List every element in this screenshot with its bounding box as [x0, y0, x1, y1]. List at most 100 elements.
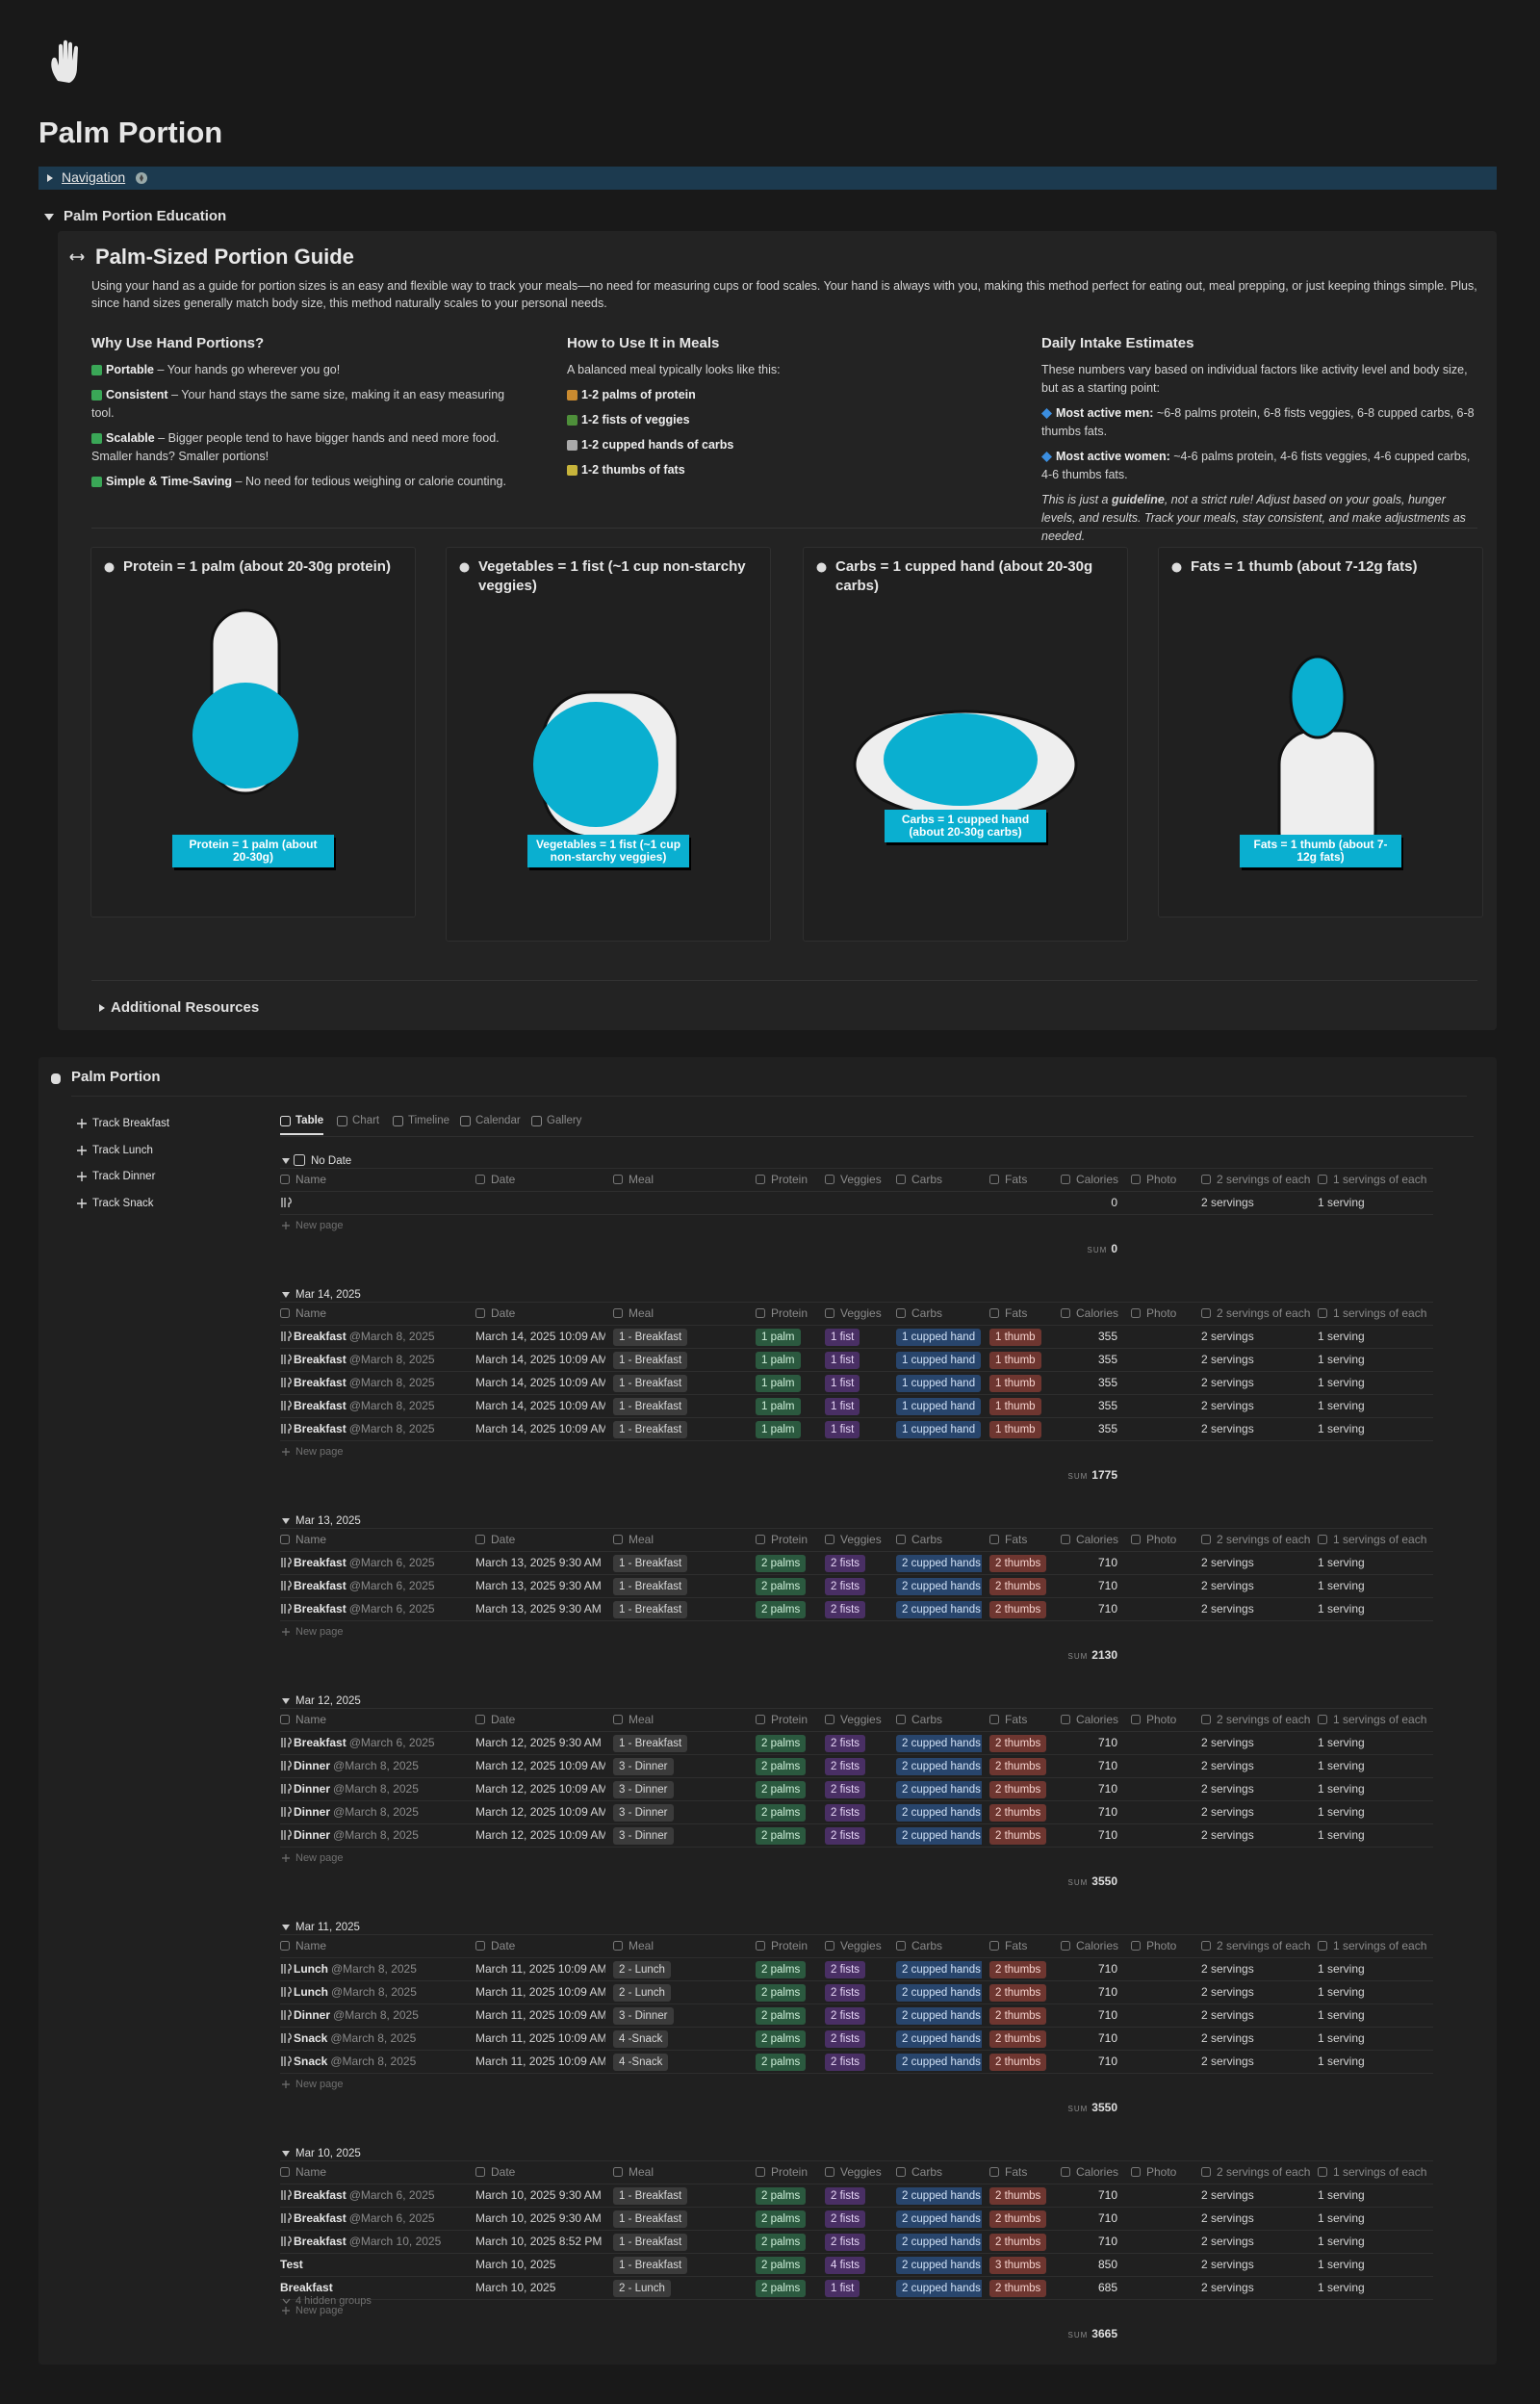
row-name[interactable]: Breakfast [294, 1556, 346, 1569]
column-header-label: 1 servings of each [1333, 1533, 1427, 1546]
row-name[interactable]: Breakfast [294, 1579, 346, 1592]
column-header: Photo [1131, 1934, 1199, 1957]
table-cell: 2 cupped hands [896, 1754, 982, 1777]
tag: 1 - Breakfast [613, 1578, 688, 1595]
group-label[interactable]: Mar 11, 2025 [295, 1922, 360, 1933]
row-name[interactable]: Dinner [294, 1759, 331, 1772]
new-page[interactable]: New page [282, 1440, 344, 1463]
group-label[interactable]: Mar 12, 2025 [295, 1695, 361, 1707]
row-name[interactable]: Test [280, 2258, 303, 2271]
row-name[interactable]: Snack [294, 2031, 328, 2045]
row-name[interactable]: Breakfast [294, 1602, 346, 1616]
view-tab[interactable]: Gallery [531, 1115, 581, 1126]
table-cell: 1 - Breakfast [613, 1417, 748, 1440]
column-header: Calories [1061, 1528, 1129, 1551]
toggle-label[interactable]: Additional Resources [111, 999, 260, 1016]
row-name[interactable]: Dinner [294, 2008, 331, 2022]
track-button[interactable]: Track Lunch [69, 1140, 161, 1161]
group-label[interactable]: Mar 10, 2025 [295, 2148, 361, 2159]
table-cell: 2 fists [825, 1800, 888, 1823]
navigation-link[interactable]: Navigation [62, 169, 126, 185]
tag: 1 thumb [989, 1398, 1041, 1415]
tag: 2 palms [756, 1578, 807, 1595]
tag: 2 thumbs [989, 1961, 1047, 1978]
column-icon [1061, 1715, 1070, 1724]
group-label[interactable]: Mar 13, 2025 [295, 1515, 361, 1527]
new-page[interactable]: New page [282, 1620, 344, 1643]
tag: 3 - Dinner [613, 1758, 674, 1775]
column-header-label: Date [491, 1173, 516, 1186]
row-name[interactable]: Breakfast [294, 2188, 346, 2202]
row-name[interactable]: Breakfast [294, 1376, 346, 1389]
column-header-label: Calories [1076, 1713, 1119, 1726]
row-mention: @March 8, 2025 [330, 2055, 417, 2068]
table-cell: 1 thumb [989, 1325, 1053, 1348]
hidden-groups[interactable]: 4 hidden groups [282, 2291, 372, 2311]
table-cell: 4 -Snack [613, 2027, 748, 2050]
column-header-label: Meal [629, 1939, 654, 1952]
row-name[interactable]: Breakfast [294, 1399, 346, 1412]
table-cell: 2 cupped hands [896, 2276, 982, 2299]
column-header-label: Calories [1076, 1173, 1119, 1186]
row-name[interactable]: Breakfast [294, 2211, 346, 2225]
row-name[interactable]: Breakfast [294, 1353, 346, 1366]
column-header-label: Calories [1076, 1306, 1119, 1320]
table-cell [1131, 1597, 1194, 1620]
row-name[interactable]: Breakfast [280, 2281, 333, 2294]
row-name[interactable]: Snack [294, 2055, 328, 2068]
table-cell: 2 palms [756, 1957, 817, 1980]
row-name[interactable]: Breakfast [294, 1330, 346, 1343]
item-icon [567, 440, 578, 451]
track-button[interactable]: Track Dinner [69, 1166, 163, 1187]
cell-text: 710 [1097, 1602, 1117, 1616]
column-header: Carbs [896, 1302, 988, 1325]
tag: 2 palms [756, 2280, 807, 2297]
group-label[interactable]: No Date [311, 1155, 352, 1167]
track-button[interactable]: Track Breakfast [69, 1113, 177, 1134]
row-name[interactable]: Lunch [294, 1985, 328, 1999]
new-page[interactable]: New page [282, 1847, 344, 1870]
row-name[interactable]: Lunch [294, 1962, 328, 1976]
table-cell: 2 servings [1201, 1325, 1310, 1348]
item-bold: Simple & Time-Saving [106, 475, 233, 488]
view-tab[interactable]: Timeline [393, 1115, 449, 1126]
row-name[interactable]: Breakfast [294, 1736, 346, 1749]
view-icon [460, 1116, 471, 1126]
table-cell: 2 thumbs [989, 1980, 1053, 2003]
table-cell: 1 serving [1318, 1191, 1425, 1214]
group-sum: SUM 3550 [1061, 1870, 1117, 1895]
column-icon [613, 2167, 623, 2177]
tag: 2 thumbs [989, 1735, 1047, 1752]
view-tab[interactable]: Chart [337, 1115, 379, 1126]
tag: 2 thumbs [989, 2054, 1047, 2071]
row-name[interactable]: Dinner [294, 1782, 331, 1796]
column-header: 1 servings of each [1318, 1934, 1431, 1957]
tag: 1 - Breakfast [613, 1398, 688, 1415]
new-page[interactable]: New page [282, 2073, 344, 2096]
table-cell: 1 serving [1318, 1348, 1425, 1371]
tag: 2 fists [825, 2030, 866, 2048]
cell-text: March 11, 2025 10:09 AM [475, 2031, 605, 2045]
column-icon [613, 1941, 623, 1951]
plus-icon [77, 1172, 87, 1181]
navigation-bar[interactable]: Navigation [38, 167, 1497, 190]
view-tab[interactable]: Calendar [460, 1115, 521, 1126]
card-caption: Vegetables = 1 fist (~1 cup non-starchy … [527, 835, 689, 867]
toggle-label[interactable]: Palm Portion Education [64, 208, 227, 224]
column-header-label: Veggies [840, 1306, 882, 1320]
table-cell: 1 - Breakfast [613, 1325, 748, 1348]
view-tab[interactable]: Table [280, 1115, 324, 1135]
row-name[interactable]: Breakfast [294, 1422, 346, 1435]
new-page[interactable]: New page [282, 1214, 344, 1237]
new-page[interactable]: New page [282, 2299, 344, 2322]
group-label[interactable]: Mar 14, 2025 [295, 1289, 361, 1301]
column-header: Protein [756, 1528, 823, 1551]
row-name[interactable]: Dinner [294, 1828, 331, 1842]
track-button[interactable]: Track Snack [69, 1193, 161, 1214]
column-header-label: Fats [1005, 1713, 1028, 1726]
column-heading: Why Use Hand Portions? [91, 335, 265, 351]
column-header: Name [280, 1168, 474, 1191]
tag: 2 cupped hands [896, 1984, 982, 2002]
row-name[interactable]: Dinner [294, 1805, 331, 1819]
row-name[interactable]: Breakfast [294, 2235, 346, 2248]
